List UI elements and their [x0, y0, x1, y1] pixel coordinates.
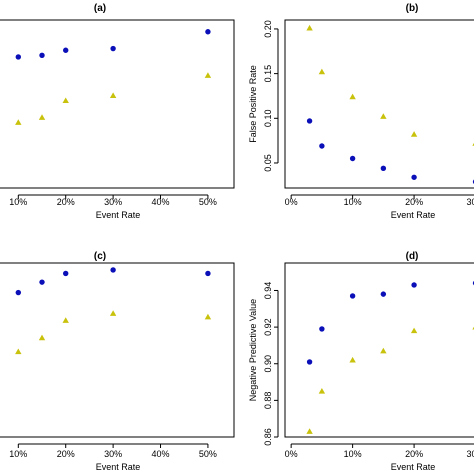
data-point-triangle [62, 97, 69, 104]
data-point-triangle [38, 114, 46, 120]
x-tick-label: 50% [199, 449, 217, 459]
data-point-circle [110, 267, 116, 273]
plot-frame [284, 19, 474, 189]
data-point-triangle [318, 68, 326, 75]
plot-frame [0, 262, 235, 438]
data-point-circle [319, 143, 325, 149]
data-point-triangle [380, 113, 387, 119]
data-point-triangle [62, 317, 69, 323]
data-point-triangle [15, 119, 22, 125]
data-point-triangle [109, 92, 117, 98]
x-tick-label: 10% [9, 197, 27, 207]
data-point-circle [39, 52, 45, 58]
x-axis-label: Event Rate [96, 210, 141, 220]
data-point-triangle [349, 356, 356, 363]
data-point-triangle [410, 131, 418, 137]
data-point-circle [205, 270, 211, 277]
data-point-circle [306, 359, 313, 365]
x-tick-label: 30% [104, 197, 122, 207]
y-tick-label: 0.88 [263, 392, 273, 410]
panel-a: (a) 10% 20% 30% 40% 50% Event Rate [0, 3, 235, 220]
x-tick-label: 50% [199, 197, 217, 207]
panel-b: (b) 0% 10% 20% 30% Event Rate 0.05 0.10 0.15 0.20… [248, 3, 474, 220]
panel-title: (b) [406, 3, 419, 14]
data-point-circle [411, 282, 417, 288]
x-axis-label: Event Rate [391, 462, 436, 472]
data-point-circle [349, 293, 356, 299]
x-tick-label: 40% [152, 197, 170, 207]
x-tick-label: 10% [344, 449, 362, 459]
data-point-circle [380, 165, 387, 172]
data-point-circle [306, 118, 313, 124]
data-point-triangle [204, 72, 212, 78]
data-point-circle [39, 279, 45, 285]
y-axis-label: Negative Predictive Value [248, 299, 258, 401]
data-point-triangle [306, 428, 313, 434]
x-tick-label: 10% [9, 449, 27, 459]
data-point-triangle [380, 347, 387, 354]
data-point-triangle [306, 24, 313, 31]
y-tick-label: 0.20 [263, 20, 273, 38]
x-axis-label: Event Rate [391, 210, 436, 220]
x-tick-label: 30% [467, 449, 474, 459]
y-tick-label: 0.86 [263, 428, 273, 446]
data-point-circle [63, 270, 69, 277]
data-point-triangle [410, 327, 418, 334]
data-point-triangle [318, 388, 326, 394]
x-tick-label: 40% [152, 449, 170, 459]
y-tick-label: 0.94 [263, 282, 273, 300]
x-tick-label: 30% [104, 449, 122, 459]
data-point-circle [349, 155, 356, 162]
y-tick-label: 0.05 [263, 154, 273, 172]
data-point-triangle [15, 348, 22, 355]
data-point-triangle [204, 313, 212, 320]
panel-title: (d) [406, 251, 419, 262]
y-tick-label: 0.15 [263, 65, 273, 83]
panel-d: (d) 0% 10% 20% 30% Event Rate 0.86 0.88 0.90 0.92… [248, 251, 474, 472]
data-point-circle [380, 291, 387, 297]
plot-frame [284, 262, 474, 438]
y-tick-label: 0.92 [263, 318, 273, 336]
data-point-circle [15, 289, 22, 296]
x-tick-label: 20% [405, 197, 423, 207]
panel-title: (c) [94, 251, 106, 262]
data-point-circle [110, 45, 116, 52]
panel-title: (a) [94, 3, 106, 14]
x-tick-label: 30% [467, 197, 474, 207]
y-tick-label: 0.10 [263, 110, 273, 128]
x-axis-label: Event Rate [96, 462, 141, 472]
data-point-circle [63, 47, 69, 53]
data-point-triangle [349, 93, 356, 100]
panel-c: (c) 10% 20% 30% 40% 50% Event Rate [0, 251, 235, 472]
x-tick-label: 0% [285, 449, 298, 459]
x-tick-label: 20% [57, 197, 75, 207]
y-tick-label: 0.90 [263, 355, 273, 373]
x-tick-label: 10% [344, 197, 362, 207]
plot-frame [0, 19, 235, 189]
data-point-circle [15, 54, 22, 60]
data-point-circle [319, 326, 325, 332]
y-axis-label: False Positive Rate [248, 65, 258, 143]
x-tick-label: 0% [285, 197, 298, 207]
x-tick-label: 20% [405, 449, 423, 459]
data-point-triangle [38, 334, 46, 341]
x-tick-label: 20% [57, 449, 75, 459]
data-point-circle [205, 29, 211, 35]
data-point-circle [411, 174, 417, 180]
data-point-triangle [109, 310, 117, 316]
